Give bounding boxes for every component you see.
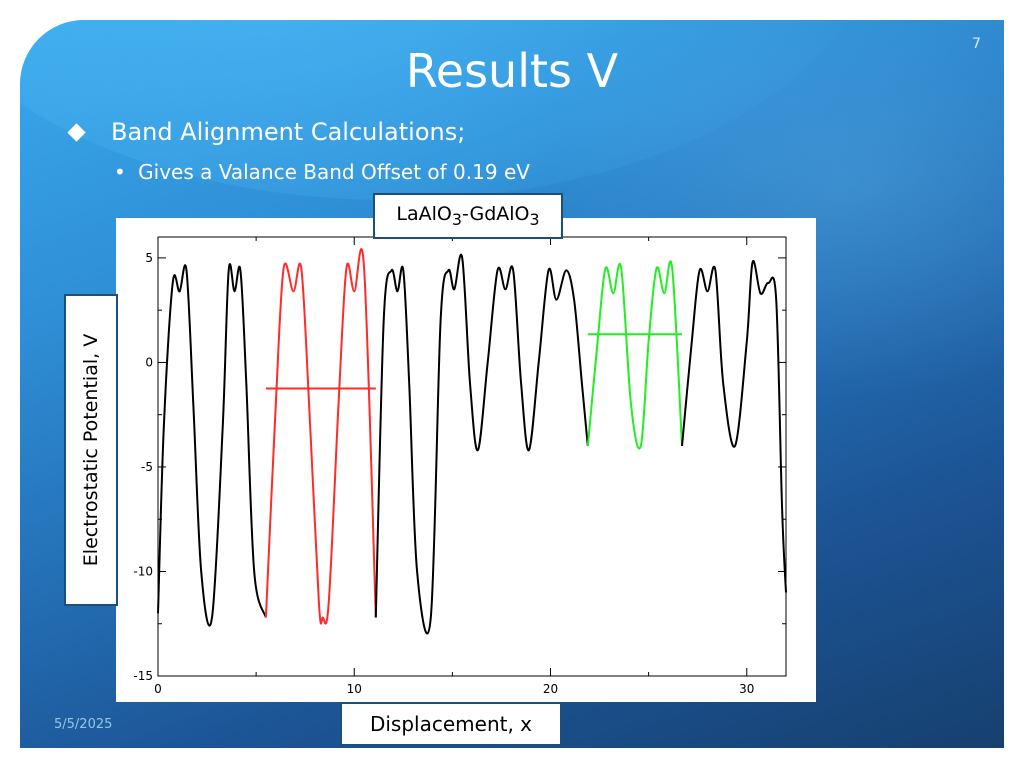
slide-title: Results V — [405, 44, 619, 98]
x-axis-label: Displacement, x — [369, 712, 533, 736]
plot-area: 0 10 20 30 5 0 -5 -10 -15 — [116, 218, 816, 702]
y-tick-label: -10 — [133, 564, 153, 578]
interface-label-sub-2: 3 — [529, 209, 540, 229]
bullet-dot-icon: • — [114, 160, 126, 184]
x-tick-label: 20 — [543, 682, 558, 696]
interface-label-part-2: -GdAlO — [461, 203, 530, 226]
page-number: 7 — [972, 36, 981, 52]
x-axis-label-box: Displacement, x — [340, 702, 562, 746]
x-tick-label: 10 — [347, 682, 362, 696]
y-tick-label: 5 — [145, 251, 153, 265]
potential-curve-segment-5 — [681, 260, 787, 593]
interface-label: LaAlO3-GdAlO3 — [373, 193, 563, 239]
y-tick-label: 0 — [145, 355, 153, 369]
x-tick-label: 30 — [739, 682, 754, 696]
potential-chart: 0 10 20 30 5 0 -5 -10 -15 — [133, 236, 787, 696]
diamond-bullet-icon — [67, 122, 86, 142]
plot-frame — [157, 236, 787, 677]
bullet-main-text: Band Alignment Calculations; — [111, 118, 466, 146]
bullet-sub: • Gives a Valance Band Offset of 0.19 eV — [114, 160, 530, 184]
interface-label-sub-1: 3 — [451, 209, 462, 229]
bullet-main: Band Alignment Calculations; — [64, 118, 465, 146]
bullet-sub-text: Gives a Valance Band Offset of 0.19 eV — [138, 160, 530, 184]
y-tick-label: -5 — [141, 460, 153, 474]
interface-label-part-1: LaAlO — [396, 203, 452, 226]
potential-curve-segment-2 — [264, 248, 377, 625]
slide-date: 5/5/2025 — [54, 717, 113, 732]
potential-curve-segment-1 — [157, 263, 267, 627]
potential-curve-segment-4 — [586, 260, 683, 450]
x-tick-label: 0 — [154, 682, 162, 696]
potential-curve-segment-3 — [374, 253, 589, 635]
y-axis-label: Electrostatic Potential, V — [80, 333, 103, 567]
y-tick-label: -15 — [133, 669, 153, 683]
y-axis-label-box: Electrostatic Potential, V — [64, 294, 118, 606]
